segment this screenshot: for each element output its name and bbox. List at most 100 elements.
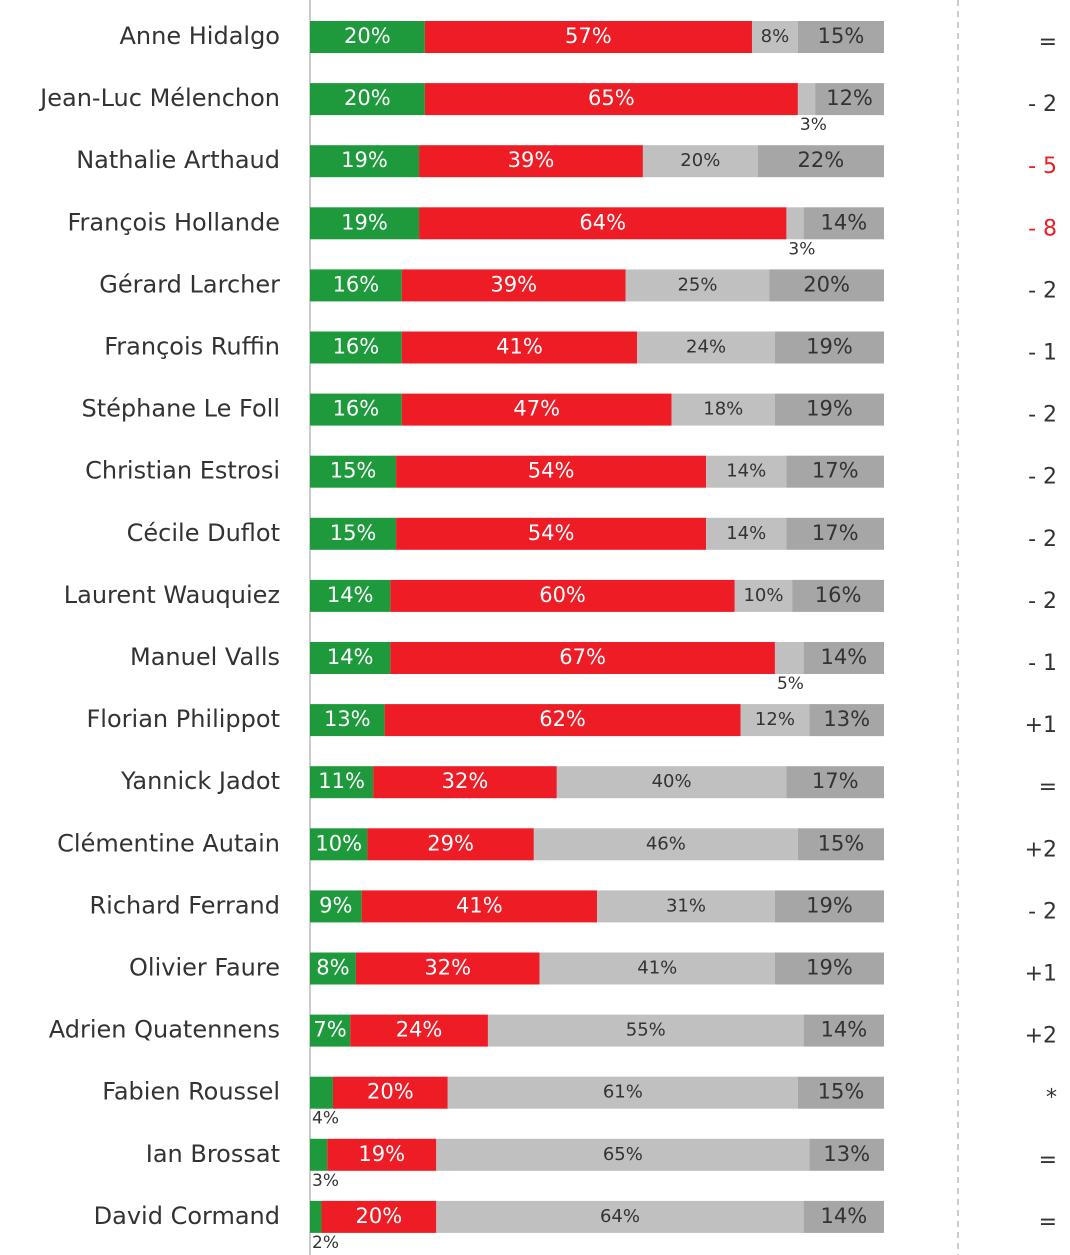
value-label: 24% (686, 337, 726, 358)
value-label: 19% (341, 148, 388, 172)
bar-segment (310, 642, 391, 674)
bar-segment (419, 145, 643, 178)
bar-segment (706, 455, 787, 488)
value-label: 32% (424, 956, 471, 980)
bar-segment (310, 207, 420, 240)
value-label: 16% (815, 583, 862, 607)
value-label: 14% (726, 523, 766, 544)
bar-segment (625, 269, 770, 302)
value-label: 5% (777, 674, 804, 694)
value-label: 20% (680, 150, 720, 171)
bar-segment (774, 952, 884, 985)
bar-segment (786, 517, 884, 550)
value-label: 20% (344, 24, 391, 48)
category-label: Ian Brossat (146, 1140, 280, 1168)
value-label: 7% (313, 1018, 346, 1042)
bar-segment (396, 455, 707, 488)
bar-segment (774, 393, 884, 426)
value-label: 22% (798, 148, 845, 172)
category-label: Olivier Faure (129, 954, 280, 982)
category-label: Jean-Luc Mélenchon (38, 84, 280, 112)
bar-segment (774, 642, 804, 674)
category-label: Manuel Valls (130, 643, 280, 671)
value-label: 17% (812, 769, 859, 793)
category-label: Yannick Jadot (120, 767, 280, 795)
value-label: 15% (818, 24, 865, 48)
value-label: 14% (327, 583, 374, 607)
bar-segment (797, 83, 816, 116)
bar-segment (424, 21, 752, 53)
change-label: - 1 (1028, 341, 1057, 366)
value-label: 64% (600, 1206, 640, 1227)
value-label: 4% (312, 1109, 339, 1129)
change-label: - 1 (1028, 651, 1057, 676)
change-label: * (1046, 1086, 1057, 1111)
bar-segment (310, 1076, 333, 1109)
value-label: 20% (356, 1204, 403, 1228)
bar-segment (310, 952, 356, 985)
bar-segment (310, 331, 402, 364)
value-label: 14% (327, 645, 374, 669)
bar-segment (734, 579, 793, 612)
value-label: 41% (637, 958, 677, 979)
value-label: 13% (823, 1142, 870, 1166)
bar-segment (401, 331, 638, 364)
value-label: 61% (603, 1082, 643, 1103)
value-label: 20% (803, 272, 850, 296)
value-label: 11% (318, 769, 365, 793)
change-label: +1 (1025, 962, 1057, 987)
value-label: 29% (427, 831, 474, 855)
value-label: 24% (396, 1018, 443, 1042)
value-label: 19% (806, 956, 853, 980)
value-label: 54% (528, 521, 575, 545)
change-label: +2 (1025, 837, 1057, 862)
value-label: 18% (703, 399, 743, 420)
value-label: 16% (333, 397, 380, 421)
value-label: 41% (456, 893, 503, 917)
bar-segment (310, 393, 402, 426)
bar-segment (533, 828, 798, 861)
bar-segment (367, 828, 534, 861)
bar-segment (803, 207, 884, 240)
bar-segment (390, 642, 775, 674)
bar-segment (671, 393, 775, 426)
value-label: 67% (559, 645, 606, 669)
category-label: Richard Ferrand (90, 891, 281, 919)
value-label: 17% (812, 521, 859, 545)
value-label: 10% (315, 831, 362, 855)
category-label: François Ruffin (104, 333, 280, 361)
category-label: Christian Estrosi (85, 457, 280, 485)
value-label: 65% (603, 1144, 643, 1165)
bar-segment (327, 1138, 437, 1171)
value-label: 47% (513, 397, 560, 421)
category-label: Clémentine Autain (57, 829, 280, 857)
bar-segment (332, 1076, 448, 1109)
value-label: 20% (367, 1080, 414, 1104)
change-label: = (1039, 775, 1057, 800)
bar-segment (597, 890, 775, 923)
bar-segment (786, 207, 804, 240)
value-label: 32% (442, 769, 489, 793)
change-label: - 5 (1028, 154, 1057, 179)
value-label: 16% (333, 335, 380, 359)
value-label: 14% (726, 461, 766, 482)
bar-segment (539, 952, 775, 985)
bar-segment (757, 145, 884, 178)
bar-segment (815, 83, 884, 116)
bar-segment (396, 517, 707, 550)
bar-segment (310, 828, 368, 861)
value-label: 19% (806, 893, 853, 917)
bar-segment (774, 331, 884, 364)
value-label: 15% (330, 459, 377, 483)
value-label: 3% (800, 115, 827, 135)
bar-segment (803, 1014, 884, 1047)
bar-segment (361, 890, 597, 923)
bar-segment (740, 704, 810, 737)
bar-segment (310, 517, 397, 550)
bar-segment (424, 83, 798, 116)
change-label: - 2 (1028, 465, 1057, 490)
value-label: 13% (324, 707, 371, 731)
bar-segment (384, 704, 741, 737)
change-label: = (1039, 1210, 1057, 1235)
bar-segment (642, 145, 758, 178)
